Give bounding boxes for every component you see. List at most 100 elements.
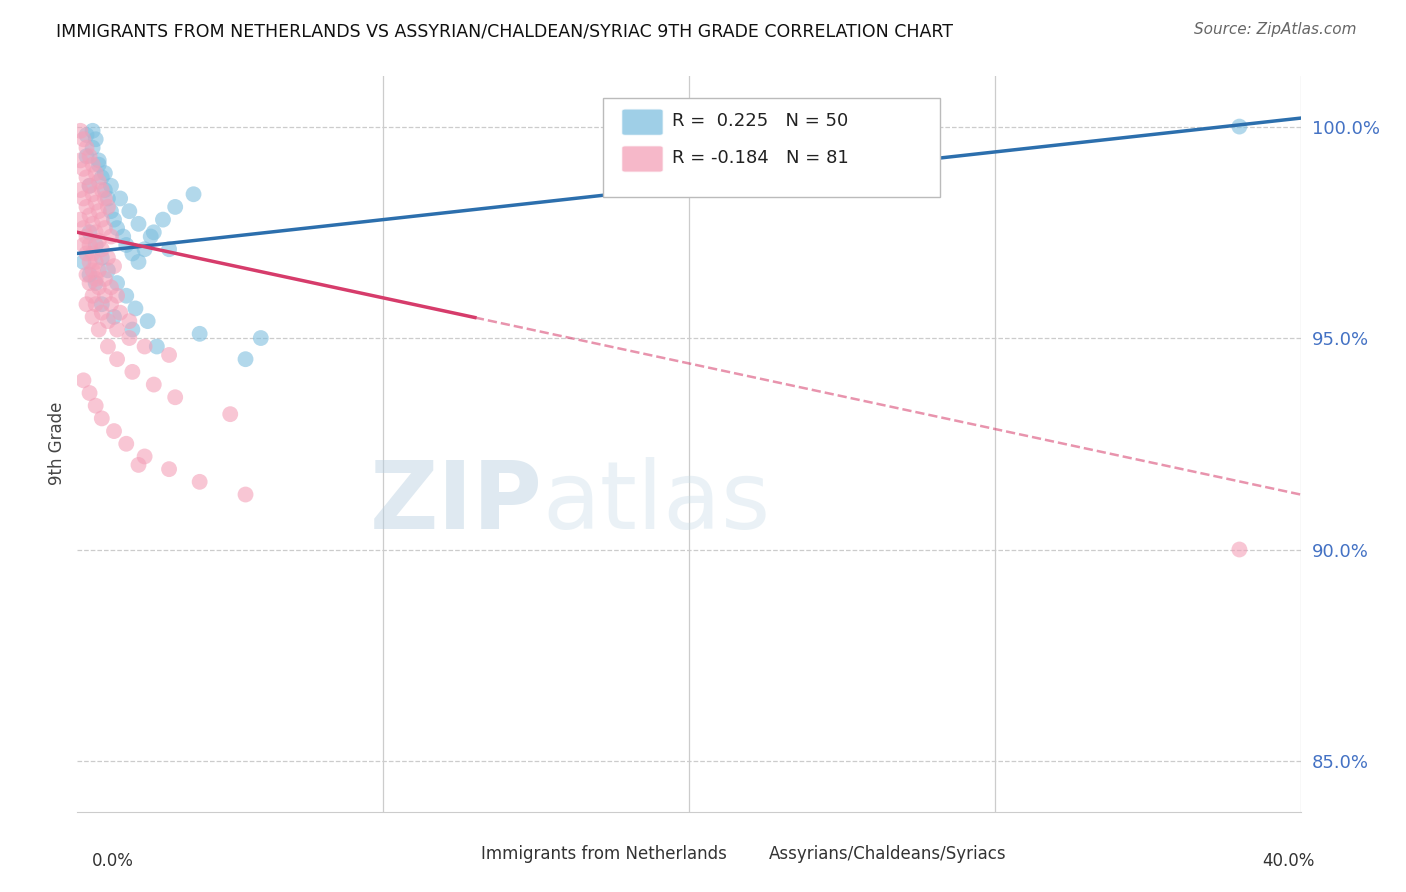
Point <box>97 191 120 205</box>
Point <box>84 276 107 290</box>
Point <box>79 208 101 222</box>
Point <box>90 411 112 425</box>
Point <box>90 251 112 265</box>
Point <box>100 297 122 311</box>
Point <box>103 310 125 324</box>
Point <box>124 301 146 316</box>
Point <box>87 204 110 219</box>
Point <box>157 462 180 476</box>
Point <box>94 191 117 205</box>
Point <box>84 399 107 413</box>
Text: ZIP: ZIP <box>370 457 543 549</box>
Point <box>90 170 112 185</box>
Point <box>121 365 143 379</box>
Point <box>103 259 125 273</box>
Text: Source: ZipAtlas.com: Source: ZipAtlas.com <box>1194 22 1357 37</box>
Point <box>94 289 117 303</box>
Point <box>84 297 107 311</box>
Point <box>76 268 98 282</box>
Point <box>134 339 156 353</box>
Point <box>152 212 174 227</box>
Point <box>165 390 187 404</box>
FancyBboxPatch shape <box>721 842 761 867</box>
Point <box>134 242 156 256</box>
Point <box>72 238 94 252</box>
Point <box>84 238 107 252</box>
Point <box>105 352 128 367</box>
Point <box>84 195 107 210</box>
Point <box>1229 120 1251 134</box>
Point <box>76 200 98 214</box>
FancyBboxPatch shape <box>621 145 664 172</box>
Point <box>76 229 98 244</box>
Point <box>87 280 110 294</box>
Point <box>118 331 141 345</box>
Point <box>105 276 128 290</box>
Point <box>127 255 149 269</box>
Point <box>134 450 156 464</box>
Point <box>142 225 165 239</box>
Point <box>84 132 107 146</box>
Point <box>127 217 149 231</box>
Point <box>84 166 107 180</box>
Point <box>69 212 91 227</box>
Point <box>84 272 107 286</box>
Point <box>87 158 110 172</box>
Point <box>84 255 107 269</box>
Point <box>72 255 94 269</box>
Point <box>100 178 122 193</box>
Point <box>188 326 211 341</box>
Point <box>87 175 110 189</box>
FancyBboxPatch shape <box>603 98 939 197</box>
Point <box>105 322 128 336</box>
FancyBboxPatch shape <box>434 842 474 867</box>
Point <box>79 225 101 239</box>
Point <box>183 187 205 202</box>
Point <box>82 158 104 172</box>
Point <box>82 289 104 303</box>
Point <box>115 436 138 450</box>
Text: Assyrians/Chaldeans/Syriacs: Assyrians/Chaldeans/Syriacs <box>769 845 1007 863</box>
Point <box>82 217 104 231</box>
Point <box>79 268 101 282</box>
Point <box>72 221 94 235</box>
Point <box>90 297 112 311</box>
Point <box>740 128 762 142</box>
Text: R = -0.184   N = 81: R = -0.184 N = 81 <box>672 149 849 167</box>
Point <box>69 183 91 197</box>
Point <box>82 310 104 324</box>
Point <box>76 297 98 311</box>
Point <box>121 246 143 260</box>
Point <box>97 339 120 353</box>
Point <box>105 289 128 303</box>
Point <box>79 386 101 401</box>
Point <box>76 128 98 142</box>
Text: 0.0%: 0.0% <box>91 852 134 870</box>
Point <box>76 246 98 260</box>
Point <box>76 170 98 185</box>
Point <box>90 212 112 227</box>
Point <box>82 187 104 202</box>
Point <box>157 348 180 362</box>
Point <box>146 339 169 353</box>
Point <box>219 407 242 421</box>
Point <box>118 314 141 328</box>
Point <box>157 242 180 256</box>
Point <box>76 149 98 163</box>
Y-axis label: 9th Grade: 9th Grade <box>48 402 66 485</box>
Point <box>108 306 131 320</box>
Point <box>87 153 110 168</box>
Point <box>235 487 257 501</box>
Point <box>72 132 94 146</box>
Point <box>87 322 110 336</box>
Point <box>97 314 120 328</box>
Point <box>103 424 125 438</box>
Point <box>94 183 117 197</box>
Text: atlas: atlas <box>543 457 770 549</box>
Point <box>1229 542 1251 557</box>
Point <box>90 183 112 197</box>
Point <box>79 276 101 290</box>
Point <box>100 204 122 219</box>
Point <box>136 314 159 328</box>
Point <box>250 331 273 345</box>
